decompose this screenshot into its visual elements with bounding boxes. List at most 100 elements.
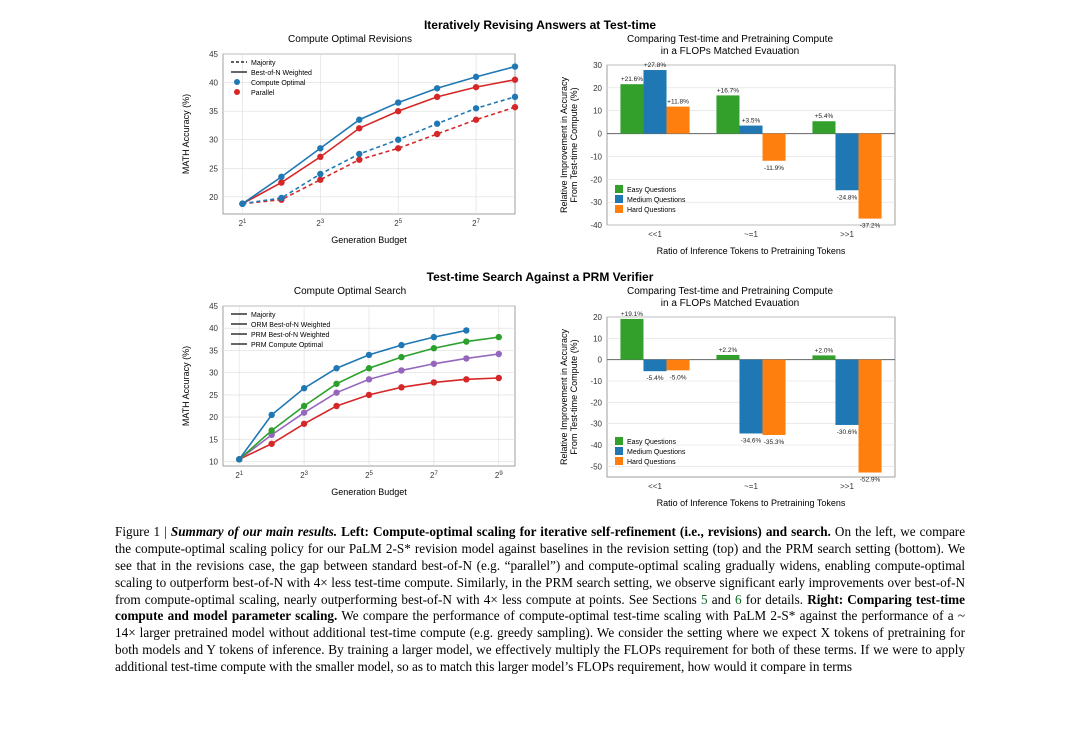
svg-text:MATH Accuracy (%): MATH Accuracy (%) — [181, 93, 191, 173]
fig-number: Figure 1 — [115, 524, 160, 539]
caption-summary: Summary of our main results. — [171, 524, 337, 539]
svg-text:>>1: >>1 — [840, 230, 854, 239]
svg-text:-40: -40 — [590, 441, 602, 450]
svg-text:-5.4%: -5.4% — [647, 375, 664, 382]
svg-text:-52.9%: -52.9% — [860, 477, 881, 484]
svg-text:0: 0 — [598, 356, 603, 365]
svg-text:29: 29 — [495, 471, 503, 480]
svg-text:25: 25 — [209, 390, 218, 399]
svg-text:~=1: ~=1 — [744, 482, 758, 491]
svg-text:+16.7%: +16.7% — [717, 87, 739, 94]
figure-caption: Figure 1 | Summary of our main results. … — [115, 524, 965, 676]
svg-text:35: 35 — [209, 107, 218, 116]
svg-text:-50: -50 — [590, 462, 602, 471]
svg-text:+21.6%: +21.6% — [621, 76, 643, 83]
svg-text:21: 21 — [235, 471, 243, 480]
svg-text:40: 40 — [209, 324, 218, 333]
svg-text:30: 30 — [593, 61, 602, 70]
svg-text:20: 20 — [209, 192, 218, 201]
svg-text:Easy Questions: Easy Questions — [627, 439, 677, 446]
svg-text:~=1: ~=1 — [744, 230, 758, 239]
svg-text:Parallel: Parallel — [251, 90, 275, 97]
line-chart: 20253035404521232527Generation BudgetMAT… — [175, 48, 525, 248]
svg-text:21: 21 — [239, 219, 247, 228]
svg-text:+3.5%: +3.5% — [742, 118, 761, 125]
bar-chart: -50-40-30-20-1001020+19.1%-5.4%-5.0%<<1+… — [555, 311, 905, 511]
svg-text:40: 40 — [209, 78, 218, 87]
svg-text:Majority: Majority — [251, 312, 276, 319]
svg-text:-30: -30 — [590, 198, 602, 207]
svg-text:Ratio of Inference Tokens to P: Ratio of Inference Tokens to Pretraining… — [657, 498, 846, 508]
svg-text:-10: -10 — [590, 152, 602, 161]
figure-area: Iteratively Revising Answers at Test-tim… — [130, 0, 950, 516]
row1: Compute Optimal Revisions 20 25 30 35 40 45 21… — [130, 34, 950, 264]
row1-right-title: Comparing Test-time and Pretraining Comp… — [555, 34, 905, 57]
svg-text:+11.8%: +11.8% — [667, 99, 689, 106]
row2-right-title: Comparing Test-time and Pretraining Comp… — [555, 286, 905, 309]
svg-text:30: 30 — [209, 368, 218, 377]
svg-text:0: 0 — [598, 130, 603, 139]
svg-text:-11.9%: -11.9% — [764, 165, 784, 172]
row2-left-title: Compute Optimal Search — [175, 286, 525, 298]
svg-text:From Test-time Compute (%): From Test-time Compute (%) — [569, 87, 579, 202]
row2-right-panel: Comparing Test-time and Pretraining Comp… — [555, 286, 905, 516]
svg-text:Generation Budget: Generation Budget — [331, 235, 407, 245]
svg-text:<<1: <<1 — [648, 482, 662, 491]
svg-text:15: 15 — [209, 435, 218, 444]
section-link-6[interactable]: 6 — [735, 592, 742, 607]
svg-text:20: 20 — [209, 413, 218, 422]
svg-text:-37.2%: -37.2% — [860, 223, 881, 230]
row1-left-title: Compute Optimal Revisions — [175, 34, 525, 46]
svg-text:+2.2%: +2.2% — [719, 347, 738, 354]
svg-text:23: 23 — [316, 219, 324, 228]
svg-text:25: 25 — [209, 164, 218, 173]
row1-right-panel: Comparing Test-time and Pretraining Comp… — [555, 34, 905, 264]
svg-text:20: 20 — [593, 84, 602, 93]
row2: Compute Optimal Search 10 15 20 25 30 35 40 45 2… — [130, 286, 950, 516]
svg-text:Best-of-N Weighted: Best-of-N Weighted — [251, 70, 312, 77]
svg-text:45: 45 — [209, 302, 218, 311]
svg-text:Generation Budget: Generation Budget — [331, 487, 407, 497]
svg-text:ORM Best-of-N Weighted: ORM Best-of-N Weighted — [251, 322, 330, 329]
svg-text:Relative Improvement in Accura: Relative Improvement in Accuracy — [559, 76, 569, 213]
svg-text:Relative Improvement in Accura: Relative Improvement in Accuracy — [559, 328, 569, 465]
svg-text:30: 30 — [209, 135, 218, 144]
section-link-5[interactable]: 5 — [701, 592, 708, 607]
svg-text:45: 45 — [209, 50, 218, 59]
svg-text:-35.3%: -35.3% — [764, 439, 785, 446]
row1-left-panel: Compute Optimal Revisions 20 25 30 35 40 45 21… — [175, 34, 525, 264]
svg-text:<<1: <<1 — [648, 230, 662, 239]
svg-text:20: 20 — [593, 313, 602, 322]
svg-text:-34.6%: -34.6% — [741, 437, 762, 444]
svg-text:-20: -20 — [590, 398, 602, 407]
svg-text:PRM Compute Optimal: PRM Compute Optimal — [251, 342, 323, 349]
svg-text:23: 23 — [300, 471, 308, 480]
svg-text:27: 27 — [430, 471, 438, 480]
svg-text:Compute Optimal: Compute Optimal — [251, 80, 306, 87]
svg-text:Easy Questions: Easy Questions — [627, 187, 677, 194]
svg-text:-24.8%: -24.8% — [837, 194, 858, 201]
svg-text:+19.1%: +19.1% — [621, 311, 643, 318]
svg-text:-20: -20 — [590, 175, 602, 184]
svg-text:PRM Best-of-N Weighted: PRM Best-of-N Weighted — [251, 332, 330, 339]
svg-text:+2.0%: +2.0% — [815, 347, 834, 354]
svg-text:+5.4%: +5.4% — [815, 113, 834, 120]
svg-text:-40: -40 — [590, 221, 602, 230]
svg-text:+27.8%: +27.8% — [644, 62, 666, 69]
svg-text:25: 25 — [394, 219, 402, 228]
svg-text:Majority: Majority — [251, 60, 276, 67]
svg-text:Hard Questions: Hard Questions — [627, 207, 676, 214]
svg-text:Ratio of Inference Tokens to P: Ratio of Inference Tokens to Pretraining… — [657, 246, 846, 256]
row1-supertitle: Iteratively Revising Answers at Test-tim… — [130, 18, 950, 32]
svg-text:MATH Accuracy (%): MATH Accuracy (%) — [181, 345, 191, 425]
caption-left-heading: Left: Compute-optimal scaling for iterat… — [341, 524, 831, 539]
svg-text:10: 10 — [209, 457, 218, 466]
svg-text:10: 10 — [593, 334, 602, 343]
svg-text:10: 10 — [593, 107, 602, 116]
line-chart: 10152025303540452123252729Generation Bud… — [175, 300, 525, 500]
svg-text:-5.0%: -5.0% — [670, 374, 687, 381]
svg-text:35: 35 — [209, 346, 218, 355]
svg-text:Medium Questions: Medium Questions — [627, 197, 686, 204]
svg-text:-30: -30 — [590, 420, 602, 429]
row2-supertitle: Test-time Search Against a PRM Verifier — [130, 270, 950, 284]
